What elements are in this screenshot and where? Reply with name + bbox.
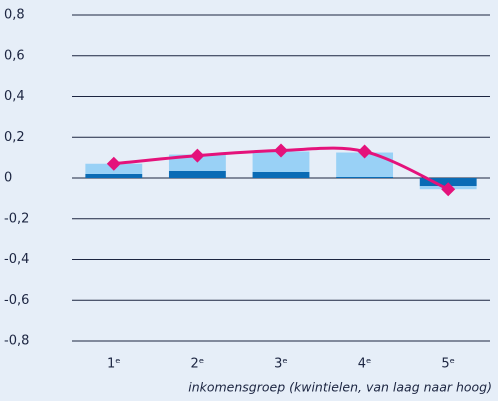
y-tick-label: 0 bbox=[4, 171, 12, 186]
y-tick-label: -0,8 bbox=[4, 334, 29, 349]
marker bbox=[274, 143, 288, 158]
x-tick-label: 2ᵉ bbox=[191, 357, 205, 372]
y-tick-label: 0,6 bbox=[4, 48, 25, 63]
y-tick-label: -0,6 bbox=[4, 293, 29, 308]
y-tick-label: -0,4 bbox=[4, 252, 29, 267]
x-tick-label: 3ᵉ bbox=[274, 357, 288, 372]
y-tick-label: 0,2 bbox=[4, 130, 25, 145]
marker bbox=[106, 156, 121, 171]
bar bbox=[252, 151, 310, 172]
marker bbox=[190, 148, 205, 163]
y-tick-label: -0,2 bbox=[4, 211, 29, 226]
bar bbox=[419, 178, 477, 187]
bar bbox=[168, 154, 226, 171]
x-axis-title: inkomensgroep (kwintielen, van laag naar… bbox=[188, 380, 492, 395]
x-tick-label: 4ᵉ bbox=[358, 357, 372, 372]
y-tick-label: 0,8 bbox=[4, 8, 25, 23]
x-tick-label: 1ᵉ bbox=[107, 357, 121, 372]
marker bbox=[357, 144, 372, 159]
y-tick-label: 0,4 bbox=[4, 89, 25, 104]
bar bbox=[252, 171, 310, 178]
x-tick-label: 5ᵉ bbox=[441, 357, 455, 372]
bar bbox=[168, 170, 226, 178]
bar bbox=[336, 176, 394, 178]
bar bbox=[85, 173, 143, 178]
marker bbox=[441, 182, 456, 197]
